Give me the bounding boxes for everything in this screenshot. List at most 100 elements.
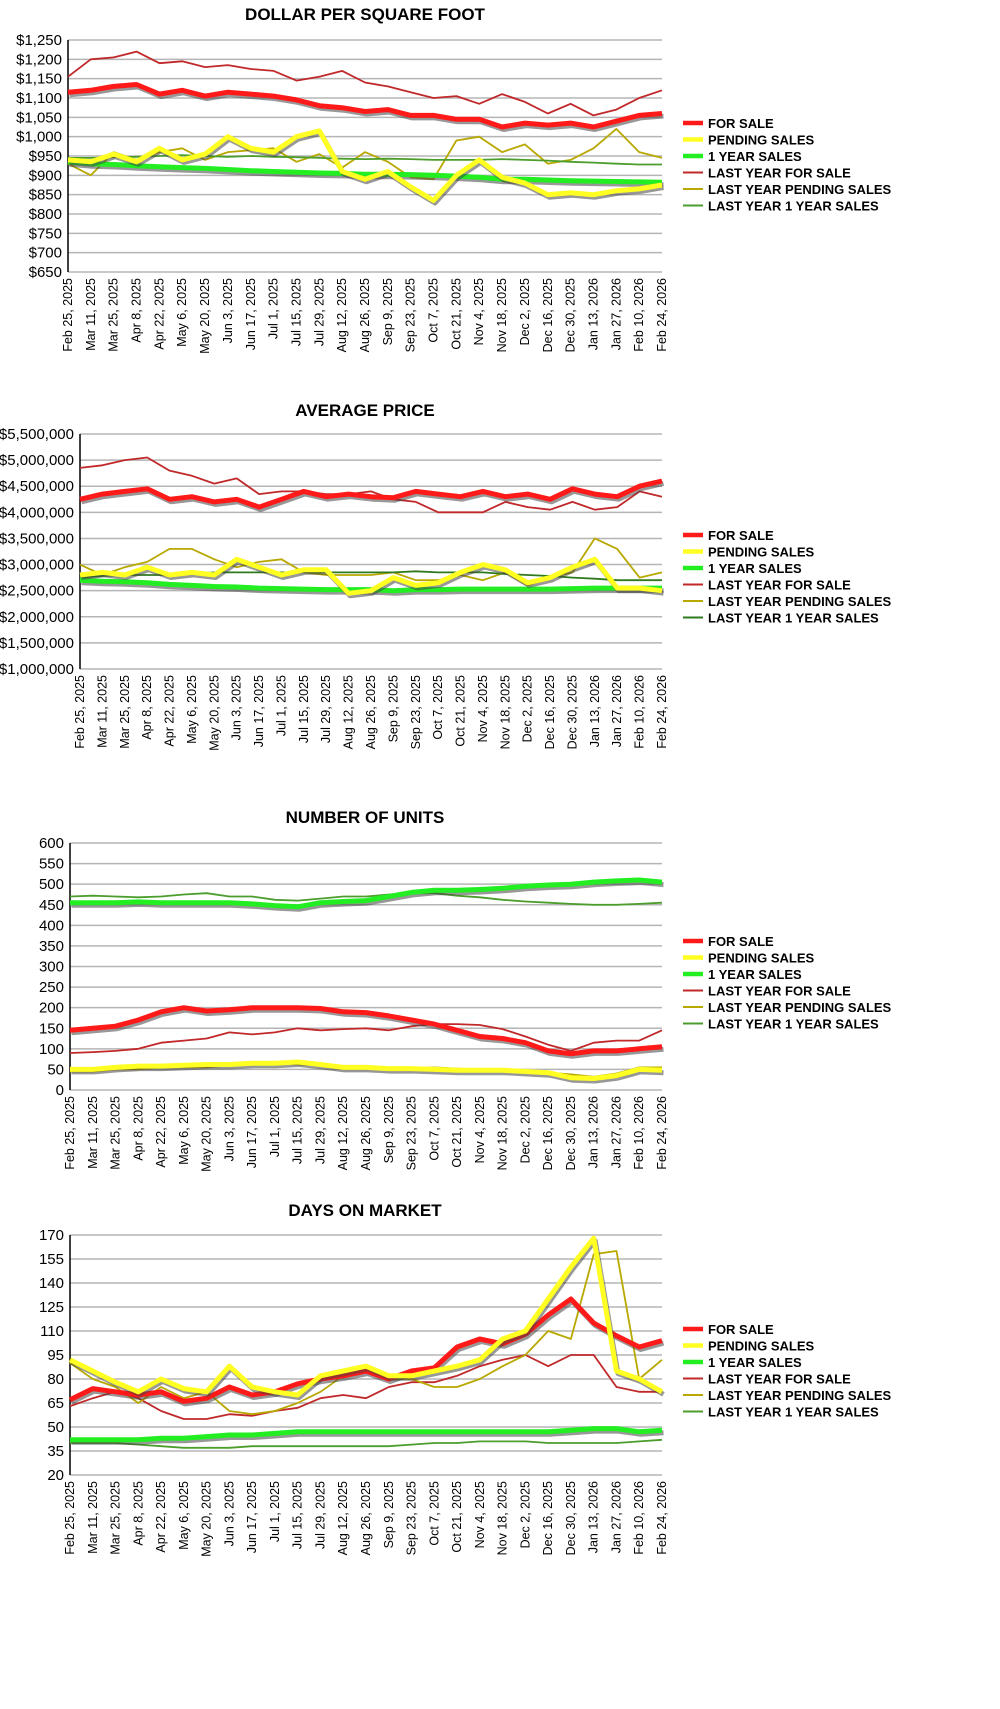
y-tick-label: 0: [56, 1082, 64, 1099]
y-tick-label: 95: [47, 1347, 64, 1364]
x-tick-label: Nov 18, 2025: [496, 1096, 510, 1170]
legend-item: 1 YEAR SALES: [683, 561, 802, 576]
y-tick-label: 400: [39, 917, 64, 934]
x-tick-label: Dec 2, 2025: [521, 675, 535, 742]
legend-item: LAST YEAR PENDING SALES: [683, 594, 892, 609]
x-tick-label: Jul 29, 2025: [313, 1096, 327, 1164]
x-tick-label: Dec 30, 2025: [564, 1481, 578, 1555]
x-tick-label: Dec 16, 2025: [541, 1481, 555, 1555]
y-tick-label: $5,000,000: [0, 452, 74, 469]
y-tick-label: $950: [29, 148, 62, 165]
x-tick-label: Nov 18, 2025: [498, 675, 512, 749]
x-tick-label: Feb 25, 2025: [73, 675, 87, 749]
x-tick-label: Mar 11, 2025: [84, 278, 98, 351]
legend-label: LAST YEAR 1 YEAR SALES: [708, 1017, 879, 1032]
x-tick-label: Jan 13, 2026: [586, 278, 600, 350]
x-tick-label: Nov 4, 2025: [476, 675, 490, 742]
y-tick-label: 20: [47, 1467, 64, 1484]
y-tick-label: $1,500,000: [0, 635, 74, 652]
x-tick-label: Jul 29, 2025: [312, 278, 326, 346]
legend-item: LAST YEAR 1 YEAR SALES: [683, 611, 879, 626]
legend-label: 1 YEAR SALES: [708, 967, 802, 982]
x-tick-label: Oct 7, 2025: [427, 1481, 441, 1546]
y-tick-label: $1,100: [16, 90, 62, 107]
x-tick-label: Apr 8, 2025: [131, 1096, 145, 1161]
x-tick-label: Apr 8, 2025: [130, 278, 144, 343]
x-tick-label: Jul 15, 2025: [291, 1481, 305, 1549]
x-tick-label: Dec 16, 2025: [543, 675, 557, 749]
legend-item: LAST YEAR FOR SALE: [683, 984, 851, 999]
x-tick-label: Feb 24, 2026: [655, 675, 669, 749]
legend-item: LAST YEAR 1 YEAR SALES: [683, 1017, 879, 1032]
legend-label: FOR SALE: [708, 1322, 774, 1337]
x-tick-label: Apr 22, 2025: [154, 1096, 168, 1168]
y-tick-label: $1,000: [16, 129, 62, 146]
legend-label: PENDING SALES: [708, 1339, 815, 1354]
x-tick-label: Nov 18, 2025: [495, 278, 509, 352]
x-tick-label: Sep 23, 2025: [409, 675, 423, 749]
series-line-last-year-1-year-sales: [70, 1438, 663, 1449]
series-line-for-sale: [69, 1005, 663, 1057]
legend-label: LAST YEAR PENDING SALES: [708, 594, 892, 609]
legend-item: FOR SALE: [683, 528, 774, 543]
y-tick-label: 250: [39, 979, 64, 996]
x-tick-label: Mar 11, 2025: [86, 1481, 100, 1554]
y-tick-label: 600: [39, 835, 64, 852]
y-tick-label: 550: [39, 856, 64, 873]
y-tick-label: $700: [29, 245, 62, 262]
y-tick-label: 170: [39, 1227, 64, 1244]
series-line-1-year-sales: [70, 877, 663, 910]
y-tick-label: $750: [29, 225, 62, 242]
legend-label: LAST YEAR FOR SALE: [708, 1372, 851, 1387]
legend-item: LAST YEAR PENDING SALES: [683, 1000, 892, 1015]
x-tick-label: Oct 21, 2025: [450, 1481, 464, 1553]
legend-label: LAST YEAR 1 YEAR SALES: [708, 199, 879, 214]
x-tick-label: Dec 30, 2025: [564, 1096, 578, 1170]
x-tick-label: Nov 4, 2025: [472, 278, 486, 345]
x-tick-label: Oct 7, 2025: [431, 675, 445, 740]
y-tick-label: 500: [39, 876, 64, 893]
x-tick-label: Oct 21, 2025: [449, 278, 463, 350]
x-tick-label: Jan 27, 2026: [609, 1096, 623, 1168]
x-tick-label: Mar 25, 2025: [109, 1096, 123, 1170]
y-tick-label: 140: [39, 1275, 64, 1292]
series-line-pending-sales: [70, 1059, 663, 1081]
x-tick-label: Dec 30, 2025: [564, 278, 578, 352]
x-tick-label: Jun 17, 2025: [245, 1481, 259, 1553]
series-shadow: [81, 559, 664, 599]
y-tick-label: $2,000,000: [0, 609, 74, 626]
legend-label: FOR SALE: [708, 116, 774, 131]
y-tick-label: $850: [29, 187, 62, 204]
legend-item: LAST YEAR 1 YEAR SALES: [683, 199, 879, 214]
x-tick-label: Jul 15, 2025: [289, 278, 303, 346]
y-tick-label: 50: [47, 1061, 64, 1078]
y-tick-label: 200: [39, 1000, 64, 1017]
y-tick-label: $900: [29, 167, 62, 184]
y-tick-label: $1,250: [16, 32, 62, 49]
x-tick-label: Feb 24, 2026: [655, 1481, 669, 1555]
y-tick-label: 50: [47, 1419, 64, 1436]
x-tick-label: Dec 16, 2025: [541, 278, 555, 352]
x-tick-label: Dec 2, 2025: [518, 1096, 532, 1163]
legend-label: 1 YEAR SALES: [708, 149, 802, 164]
x-tick-label: Mar 11, 2025: [86, 1096, 100, 1169]
legend-item: 1 YEAR SALES: [683, 149, 802, 164]
x-tick-label: Apr 22, 2025: [163, 675, 177, 747]
x-tick-label: Sep 9, 2025: [382, 1481, 396, 1548]
legend-item: FOR SALE: [683, 116, 774, 131]
x-tick-label: Feb 10, 2026: [632, 1096, 646, 1170]
x-tick-label: Sep 9, 2025: [382, 1096, 396, 1163]
x-tick-label: Feb 10, 2026: [633, 675, 647, 749]
y-tick-label: 350: [39, 938, 64, 955]
x-tick-label: Feb 25, 2025: [63, 1096, 77, 1170]
y-tick-label: $5,500,000: [0, 426, 74, 443]
y-tick-label: $1,200: [16, 51, 62, 68]
series-line-last-year-1-year-sales: [69, 892, 663, 906]
legend-item: PENDING SALES: [683, 1339, 815, 1354]
x-tick-label: Jan 13, 2026: [587, 1481, 601, 1553]
y-tick-label: 450: [39, 897, 64, 914]
legend-label: PENDING SALES: [708, 133, 815, 148]
